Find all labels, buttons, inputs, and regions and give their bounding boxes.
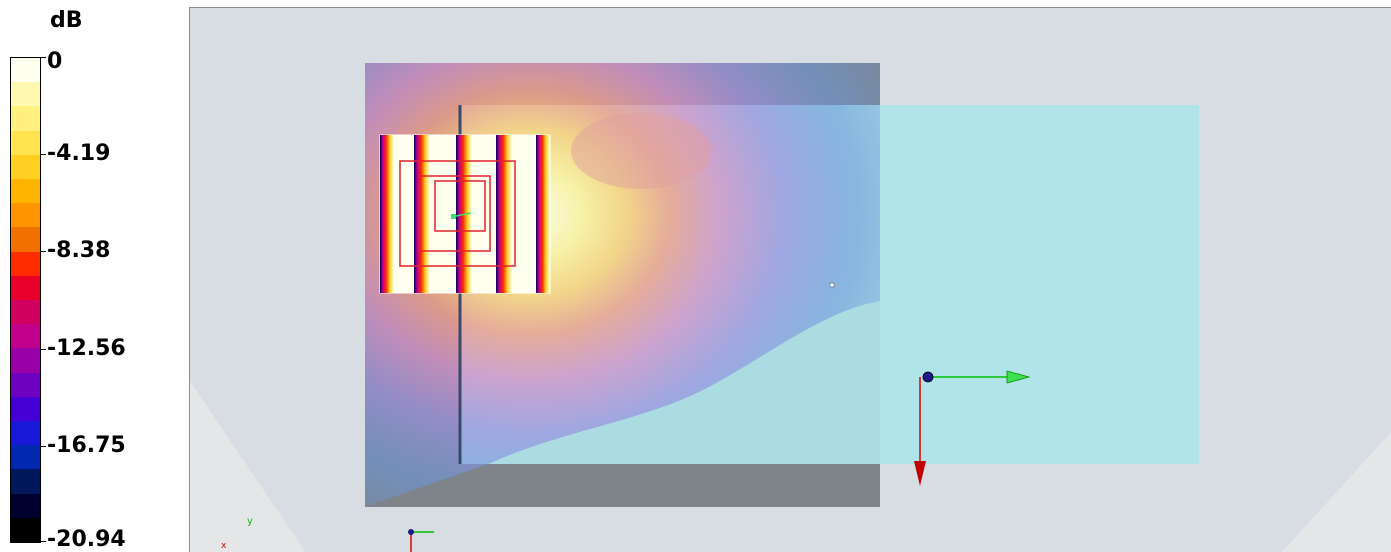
field-plot-scene[interactable]	[190, 8, 1391, 552]
colorbar-tick-mark	[41, 541, 46, 542]
colorbar-segment	[11, 421, 40, 446]
colorbar-gradient	[10, 57, 41, 543]
colorbar-segment	[11, 154, 40, 180]
colorbar-tick-label: 0	[47, 49, 63, 74]
colorbar-segment	[11, 445, 40, 470]
3d-viewport[interactable]	[189, 7, 1391, 552]
colorbar-segment	[11, 203, 40, 228]
legend-unit-label: dB	[50, 8, 83, 33]
patch-antenna[interactable]	[379, 134, 551, 294]
colorbar-tick-label: -12.56	[47, 336, 126, 361]
colorbar-legend: dB 0 -4.19 -8.38 -12.56 -16.75 -20.94	[0, 0, 185, 552]
colorbar-segment	[11, 275, 40, 301]
colorbar-segment	[11, 348, 40, 373]
background-wedge-left	[190, 381, 306, 552]
colorbar-tick-mark	[41, 349, 46, 350]
colorbar-segment	[11, 82, 40, 107]
colorbar-tick-mark	[41, 446, 46, 447]
colorbar-tick-mark	[41, 251, 46, 252]
colorbar-segment	[11, 493, 40, 518]
colorbar-segment	[11, 324, 40, 349]
colorbar-segment	[11, 106, 40, 131]
colorbar-tick-label: -8.38	[47, 238, 111, 263]
background-wedge-right	[1281, 432, 1391, 552]
triad-x-label: x	[221, 541, 227, 551]
probe-marker[interactable]	[829, 282, 835, 288]
colorbar-segment	[11, 396, 40, 422]
colorbar-segment	[11, 517, 40, 543]
colorbar-tick-label: -16.75	[47, 433, 126, 458]
colorbar-segment	[11, 58, 40, 83]
coordinate-axes[interactable]	[914, 370, 1031, 486]
field-lobe	[571, 113, 711, 189]
colorbar-segment	[11, 469, 40, 494]
colorbar-segment	[11, 372, 40, 397]
colorbar-segment	[11, 300, 40, 325]
colorbar-tick-mark	[41, 57, 46, 58]
colorbar-segment	[11, 251, 40, 276]
colorbar-segment	[11, 130, 40, 155]
colorbar-tick-label: -20.94	[47, 527, 126, 552]
orientation-triad-icon	[408, 529, 434, 552]
colorbar-tick-mark	[41, 154, 46, 155]
colorbar-segment	[11, 179, 40, 204]
triad-y-label: y	[247, 516, 253, 527]
colorbar-tick-label: -4.19	[47, 141, 111, 166]
colorbar-segment	[11, 227, 40, 252]
